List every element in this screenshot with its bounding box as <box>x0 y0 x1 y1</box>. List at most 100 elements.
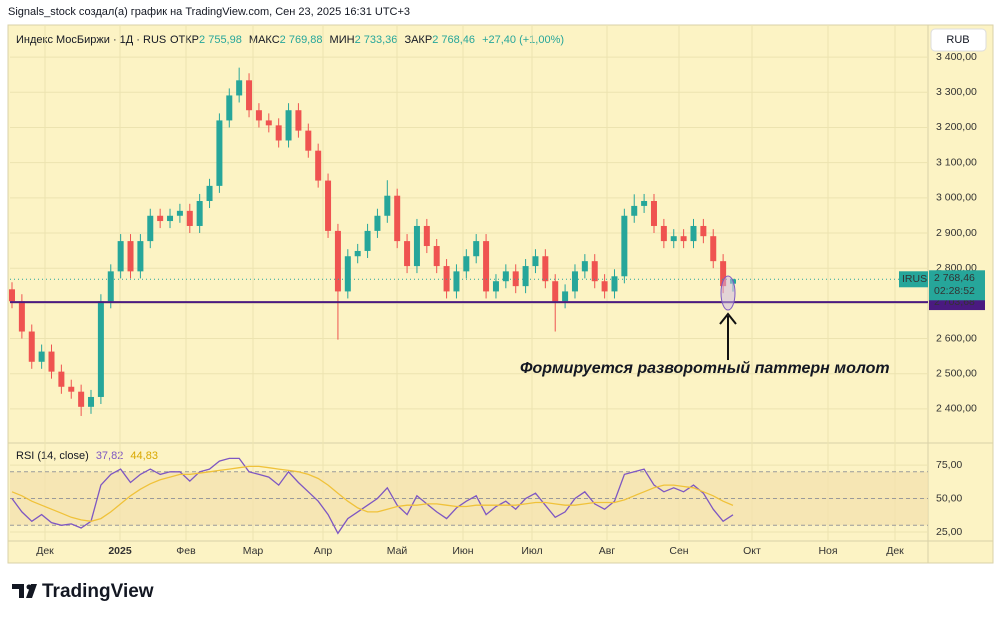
candle-body <box>492 281 499 292</box>
candle-body <box>374 215 381 231</box>
candle-body <box>334 230 341 292</box>
y-tick-label: 2 600,00 <box>936 332 977 344</box>
last-price-label: 2 768,46 <box>934 272 975 284</box>
x-tick-label: Сен <box>669 545 688 557</box>
low-label: МИН <box>330 34 355 46</box>
y-tick-label: 2 400,00 <box>936 403 977 415</box>
y-tick-label: 2 900,00 <box>936 227 977 239</box>
x-tick-label: Дек <box>36 545 54 557</box>
candle-body <box>315 150 322 181</box>
candle-body <box>78 391 85 407</box>
candle-body <box>265 120 272 126</box>
candle-body <box>137 241 144 272</box>
y-tick-label: 3 100,00 <box>936 156 977 168</box>
y-tick-label: 3 400,00 <box>936 51 977 63</box>
candle-body <box>285 110 292 141</box>
candle-body <box>591 261 598 282</box>
candle-body <box>463 256 470 272</box>
rsi-ma-value: 44,83 <box>130 450 158 462</box>
candle-body <box>127 241 134 272</box>
logo: TradingView <box>12 581 154 602</box>
candle-body <box>9 289 15 302</box>
candle-body <box>404 241 411 267</box>
candle-body <box>186 210 193 226</box>
candle-body <box>226 95 233 121</box>
candle-body <box>117 241 124 272</box>
candle-body <box>88 396 95 407</box>
candle-body <box>483 241 490 292</box>
candle-body <box>542 256 549 282</box>
candle-body <box>631 205 638 216</box>
rsi-legend: RSI (14, close) 37,82 44,83 <box>16 450 158 462</box>
candle-body <box>562 291 569 302</box>
candle-body <box>107 271 114 302</box>
high-label: МАКС <box>249 34 280 46</box>
candle-body <box>206 185 213 201</box>
candle-body <box>670 236 677 242</box>
y-tick-label: 3 000,00 <box>936 192 977 204</box>
candle-body <box>473 241 480 257</box>
candle-body <box>216 120 223 186</box>
candle-body <box>196 200 203 226</box>
y-tick-label: 3 300,00 <box>936 86 977 98</box>
currency-button[interactable] <box>930 28 987 52</box>
candle-body <box>710 236 717 262</box>
candle-body <box>522 266 529 287</box>
candle-body <box>680 236 687 242</box>
candle-body <box>532 256 539 267</box>
logo-text: TradingView <box>42 581 154 602</box>
y-tick-label: 50,00 <box>936 492 962 504</box>
close: 2 768,46 <box>432 34 475 46</box>
candle-body <box>621 215 628 277</box>
candle-body <box>28 331 35 362</box>
candle-body <box>167 215 174 222</box>
candle-body <box>325 180 332 231</box>
rsi-title: RSI (14, close) <box>16 450 89 462</box>
x-tick-label: Мар <box>243 545 264 557</box>
candle-body <box>38 351 45 362</box>
candle-body <box>58 371 65 387</box>
symbol: Индекс МосБиржи · 1Д · RUS <box>16 34 166 46</box>
rsi-value: 37,82 <box>96 450 124 462</box>
candle-body <box>246 80 253 111</box>
candle-body <box>443 266 450 292</box>
y-tick-label: 75,00 <box>936 459 962 471</box>
candle-body <box>48 351 55 372</box>
low: 2 733,36 <box>355 34 398 46</box>
open: 2 755,98 <box>199 34 242 46</box>
candle-body <box>690 225 697 242</box>
candle-body <box>512 271 519 287</box>
x-tick-label: Фев <box>176 545 196 557</box>
symbol-label: IRUS <box>902 273 927 285</box>
candle-body <box>581 261 588 272</box>
candle-body <box>502 271 509 282</box>
change: +27,40 (+1,00%) <box>482 34 564 46</box>
logo-icon <box>12 584 37 598</box>
candle-body <box>650 200 657 226</box>
candle-body <box>295 110 302 131</box>
candle-body <box>413 225 420 267</box>
symbol-badge <box>899 271 928 288</box>
candle-body <box>68 386 75 392</box>
candle-body <box>157 215 164 222</box>
close-label: ЗАКР <box>404 34 432 46</box>
annotation: Формируется разворотный паттерн молот <box>520 360 890 377</box>
candle-body <box>394 195 401 242</box>
currency[interactable]: RUB <box>946 34 969 46</box>
candle-body <box>18 301 25 332</box>
highlight <box>720 275 736 311</box>
plot: Дек 2025 Фев Мар Апр Май Июн Июл Авг Сен Окт Ноя Дек… <box>9 25 985 557</box>
last-price-badge <box>929 270 985 301</box>
rsi-line <box>11 465 734 522</box>
x-tick-label: Авг <box>599 545 616 557</box>
ohlc: ОТКР2 755,98 МАКС2 769,88 МИН2 733,36 ЗА… <box>170 34 564 46</box>
candle-body <box>700 225 707 237</box>
x-tick-label: Июн <box>452 545 473 557</box>
x-tick-label: Ноя <box>818 545 837 557</box>
candle-body <box>255 110 262 121</box>
open-label: ОТКР <box>170 34 199 46</box>
y-tick-label: 3 200,00 <box>936 121 977 133</box>
x-tick-label: 2025 <box>108 545 132 557</box>
candle-body <box>433 246 440 267</box>
